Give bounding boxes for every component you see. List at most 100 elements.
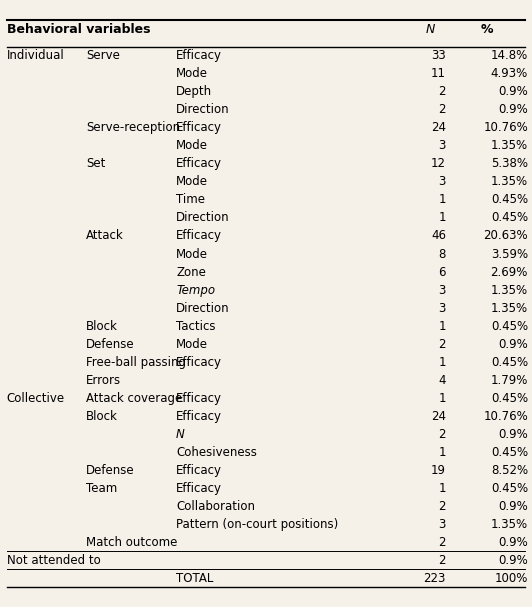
Text: Efficacy: Efficacy: [176, 464, 222, 477]
Text: Attack coverage: Attack coverage: [86, 392, 182, 405]
Text: 2: 2: [438, 536, 446, 549]
Text: Set: Set: [86, 157, 105, 171]
Text: 2: 2: [438, 103, 446, 117]
Text: Efficacy: Efficacy: [176, 157, 222, 171]
Text: Tactics: Tactics: [176, 320, 215, 333]
Text: 4: 4: [438, 374, 446, 387]
Text: Pattern (on-court positions): Pattern (on-court positions): [176, 518, 338, 531]
Text: 1: 1: [438, 446, 446, 459]
Text: Team: Team: [86, 482, 118, 495]
Text: 2.69%: 2.69%: [491, 265, 528, 279]
Text: Mode: Mode: [176, 337, 208, 351]
Text: 2: 2: [438, 428, 446, 441]
Text: Block: Block: [86, 410, 118, 422]
Text: 3: 3: [438, 302, 446, 314]
Text: 3.59%: 3.59%: [491, 248, 528, 260]
Text: Not attended to: Not attended to: [7, 554, 101, 567]
Text: 0.9%: 0.9%: [498, 85, 528, 98]
Text: 1.35%: 1.35%: [491, 175, 528, 188]
Text: Serve: Serve: [86, 49, 120, 63]
Text: Efficacy: Efficacy: [176, 392, 222, 405]
Text: 24: 24: [431, 121, 446, 134]
Text: 0.45%: 0.45%: [491, 392, 528, 405]
Text: 0.45%: 0.45%: [491, 446, 528, 459]
Text: 14.8%: 14.8%: [491, 49, 528, 63]
Text: 223: 223: [423, 572, 446, 585]
Text: 0.45%: 0.45%: [491, 211, 528, 225]
Text: 10.76%: 10.76%: [483, 121, 528, 134]
Text: 0.9%: 0.9%: [498, 428, 528, 441]
Text: Direction: Direction: [176, 211, 230, 225]
Text: Serve-reception: Serve-reception: [86, 121, 180, 134]
Text: 20.63%: 20.63%: [484, 229, 528, 242]
Text: Defense: Defense: [86, 337, 135, 351]
Text: 8.52%: 8.52%: [491, 464, 528, 477]
Text: 0.9%: 0.9%: [498, 500, 528, 513]
Text: 0.9%: 0.9%: [498, 103, 528, 117]
Text: 2: 2: [438, 500, 446, 513]
Text: Defense: Defense: [86, 464, 135, 477]
Text: $\mathit{N}$: $\mathit{N}$: [425, 22, 436, 36]
Text: 1: 1: [438, 392, 446, 405]
Text: Direction: Direction: [176, 302, 230, 314]
Text: 3: 3: [438, 140, 446, 152]
Text: 0.45%: 0.45%: [491, 320, 528, 333]
Text: 1: 1: [438, 320, 446, 333]
Text: 1.35%: 1.35%: [491, 518, 528, 531]
Text: 24: 24: [431, 410, 446, 422]
Text: 10.76%: 10.76%: [483, 410, 528, 422]
Text: 2: 2: [438, 85, 446, 98]
Text: 0.9%: 0.9%: [498, 536, 528, 549]
Text: 33: 33: [431, 49, 446, 63]
Text: Tempo: Tempo: [176, 283, 215, 297]
Text: 3: 3: [438, 518, 446, 531]
Text: 46: 46: [431, 229, 446, 242]
Text: 1.35%: 1.35%: [491, 302, 528, 314]
Text: 12: 12: [431, 157, 446, 171]
Text: 19: 19: [431, 464, 446, 477]
Text: Behavioral variables: Behavioral variables: [7, 22, 150, 36]
Text: 0.9%: 0.9%: [498, 554, 528, 567]
Text: 5.38%: 5.38%: [491, 157, 528, 171]
Text: Efficacy: Efficacy: [176, 229, 222, 242]
Text: Mode: Mode: [176, 67, 208, 80]
Text: Free-ball passing: Free-ball passing: [86, 356, 186, 368]
Text: 1: 1: [438, 194, 446, 206]
Text: Match outcome: Match outcome: [86, 536, 178, 549]
Text: Zone: Zone: [176, 265, 206, 279]
Text: Collective: Collective: [7, 392, 65, 405]
Text: Efficacy: Efficacy: [176, 356, 222, 368]
Text: 1: 1: [438, 211, 446, 225]
Text: 0.9%: 0.9%: [498, 337, 528, 351]
Text: 1.35%: 1.35%: [491, 140, 528, 152]
Text: Efficacy: Efficacy: [176, 482, 222, 495]
Text: 1.35%: 1.35%: [491, 283, 528, 297]
Text: Errors: Errors: [86, 374, 121, 387]
Text: 6: 6: [438, 265, 446, 279]
Text: Individual: Individual: [7, 49, 64, 63]
Text: TOTAL: TOTAL: [176, 572, 213, 585]
Text: Efficacy: Efficacy: [176, 49, 222, 63]
Text: Time: Time: [176, 194, 205, 206]
Text: 1.79%: 1.79%: [491, 374, 528, 387]
Text: 100%: 100%: [495, 572, 528, 585]
Text: 11: 11: [431, 67, 446, 80]
Text: 3: 3: [438, 175, 446, 188]
Text: 1: 1: [438, 356, 446, 368]
Text: 2: 2: [438, 337, 446, 351]
Text: Mode: Mode: [176, 175, 208, 188]
Text: Depth: Depth: [176, 85, 212, 98]
Text: %: %: [480, 22, 493, 36]
Text: N: N: [176, 428, 185, 441]
Text: 1: 1: [438, 482, 446, 495]
Text: Direction: Direction: [176, 103, 230, 117]
Text: 3: 3: [438, 283, 446, 297]
Text: 2: 2: [438, 554, 446, 567]
Text: Efficacy: Efficacy: [176, 410, 222, 422]
Text: 4.93%: 4.93%: [491, 67, 528, 80]
Text: 0.45%: 0.45%: [491, 194, 528, 206]
Text: 0.45%: 0.45%: [491, 482, 528, 495]
Text: Mode: Mode: [176, 248, 208, 260]
Text: Efficacy: Efficacy: [176, 121, 222, 134]
Text: 0.45%: 0.45%: [491, 356, 528, 368]
